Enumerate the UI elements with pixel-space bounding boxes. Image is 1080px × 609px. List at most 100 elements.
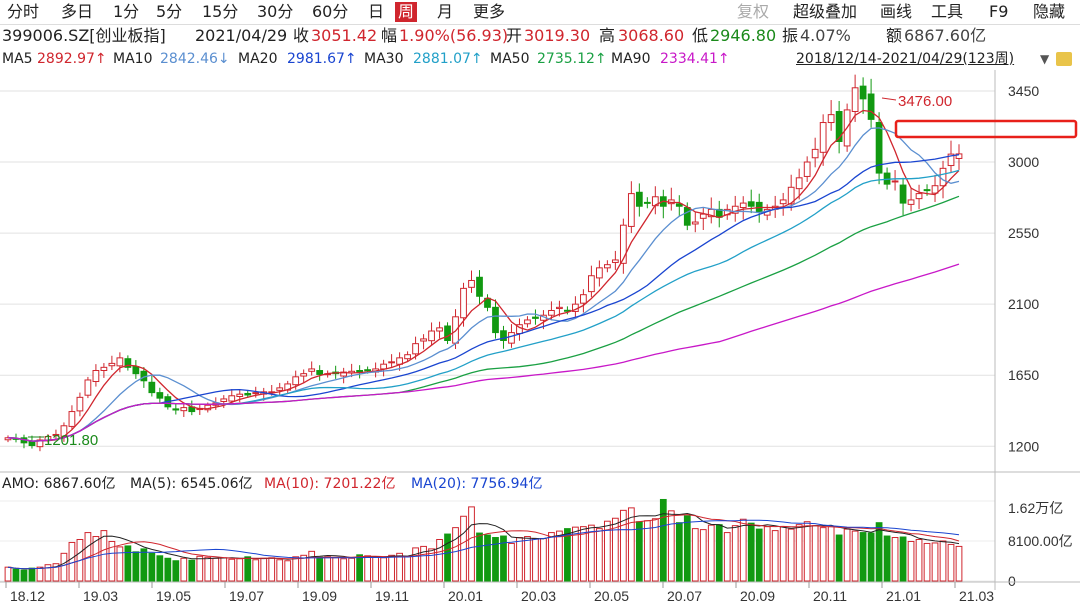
volume-bar — [164, 557, 172, 582]
volume-bar — [92, 536, 100, 582]
volume-bar — [332, 557, 340, 582]
volume-bar — [36, 566, 44, 582]
period-tab-intraday[interactable]: 分时 — [7, 2, 40, 21]
candle-body — [92, 370, 100, 383]
volume-tick-label: 0 — [1008, 573, 1016, 589]
low-value: 2946.80 — [710, 26, 777, 45]
candle-body — [404, 354, 411, 360]
candle — [707, 197, 715, 224]
tools-button[interactable]: 工具 — [931, 2, 964, 21]
volume-bar — [28, 567, 36, 582]
candle — [723, 204, 731, 220]
ma20-value: 2981.67↑ — [287, 51, 357, 67]
candle-body — [619, 224, 627, 264]
super-overlay-button[interactable]: 超级叠加 — [793, 2, 858, 21]
ma10-value: 2842.46↓ — [160, 51, 230, 67]
volume-bar — [124, 545, 132, 582]
period-tab-5min[interactable]: 5分 — [156, 2, 183, 21]
candle-body — [643, 201, 651, 204]
period-tab-30min[interactable]: 30分 — [257, 2, 294, 21]
candle-body — [172, 408, 180, 411]
candle — [819, 114, 827, 166]
draw-line-button[interactable]: 画线 — [880, 2, 913, 21]
period-tab-month[interactable]: 月 — [437, 2, 454, 21]
ma50-caption: MA50 — [490, 51, 530, 67]
candle — [811, 137, 819, 168]
candle-body — [915, 193, 923, 200]
volume-bar — [627, 507, 635, 582]
candle — [436, 321, 443, 339]
volume-bar — [843, 528, 851, 582]
candle-body — [779, 199, 787, 205]
candle-body — [412, 343, 419, 355]
volume-bar — [276, 559, 284, 582]
restore-rights-button[interactable]: 复权 — [737, 2, 770, 21]
volume-bar — [803, 521, 811, 582]
candle — [148, 375, 156, 397]
candle — [835, 101, 843, 154]
volume-bar — [12, 568, 20, 582]
period-tab-more[interactable]: 更多 — [473, 2, 506, 21]
f9-button[interactable]: F9 — [989, 2, 1009, 21]
candle — [108, 355, 116, 371]
candle — [492, 299, 499, 339]
volume-bar — [500, 535, 507, 582]
candle — [124, 355, 132, 371]
period-tab-1min[interactable]: 1分 — [113, 2, 140, 21]
candle-body — [508, 332, 515, 344]
volume-bar — [140, 548, 148, 582]
candle — [532, 309, 539, 325]
moving-average-lines — [7, 109, 960, 442]
volume-bar — [476, 532, 483, 582]
lock-icon[interactable] — [1056, 52, 1072, 66]
candle-body — [899, 184, 907, 204]
date-range-label[interactable]: 2018/12/14-2021/04/29(123周) — [796, 51, 1015, 67]
volume-bar — [548, 532, 555, 582]
volume-ma5-line — [7, 512, 960, 570]
x-tick-label: 20.09 — [740, 588, 775, 604]
candle — [739, 196, 747, 220]
candle-body — [244, 392, 252, 396]
period-tab-week[interactable]: 周 — [395, 2, 418, 22]
high-caption: 高 — [599, 26, 616, 45]
candle-body — [100, 366, 108, 372]
period-tab-15min[interactable]: 15分 — [202, 2, 239, 21]
candle-body — [500, 330, 507, 341]
amplitude-value: 4.07% — [800, 26, 851, 45]
candle — [52, 429, 60, 440]
candle — [300, 369, 308, 384]
volume-bar — [196, 555, 204, 582]
volume-bar — [428, 548, 435, 582]
volume-bar — [68, 541, 76, 582]
candle — [468, 270, 475, 293]
candle — [803, 156, 811, 182]
volume-bar — [556, 530, 563, 582]
volume-bar — [883, 535, 891, 582]
candle-body — [380, 363, 387, 370]
ma-legend-row: MA5 2892.97↑ MA10 2842.46↓ MA20 2981.67↑… — [0, 48, 1080, 70]
candle-body — [859, 85, 867, 100]
period-tab-60min[interactable]: 60分 — [312, 2, 349, 21]
highlight-box — [894, 119, 1078, 139]
candle-body — [252, 392, 260, 395]
dropdown-arrow-icon[interactable]: ▼ — [1040, 52, 1050, 66]
candle-body — [316, 370, 324, 375]
candle-body — [68, 411, 76, 427]
period-tab-day[interactable]: 日 — [368, 2, 385, 21]
candle — [76, 392, 84, 417]
ma5-caption: MA5 — [2, 51, 33, 67]
hide-button[interactable]: 隐藏 — [1033, 2, 1066, 21]
candle — [388, 354, 395, 367]
candle-body — [532, 316, 539, 319]
volume-bar — [44, 564, 52, 582]
candle-body — [875, 121, 883, 174]
candle — [907, 187, 915, 212]
vol-ma20-label: MA(20): 7756.94亿 — [411, 476, 543, 492]
candle — [428, 322, 435, 346]
volume-bar — [284, 560, 292, 582]
volume-bar — [52, 563, 60, 582]
period-tab-multiday[interactable]: 多日 — [61, 2, 94, 21]
volume-bar — [372, 556, 379, 582]
x-tick-label: 19.07 — [229, 588, 264, 604]
